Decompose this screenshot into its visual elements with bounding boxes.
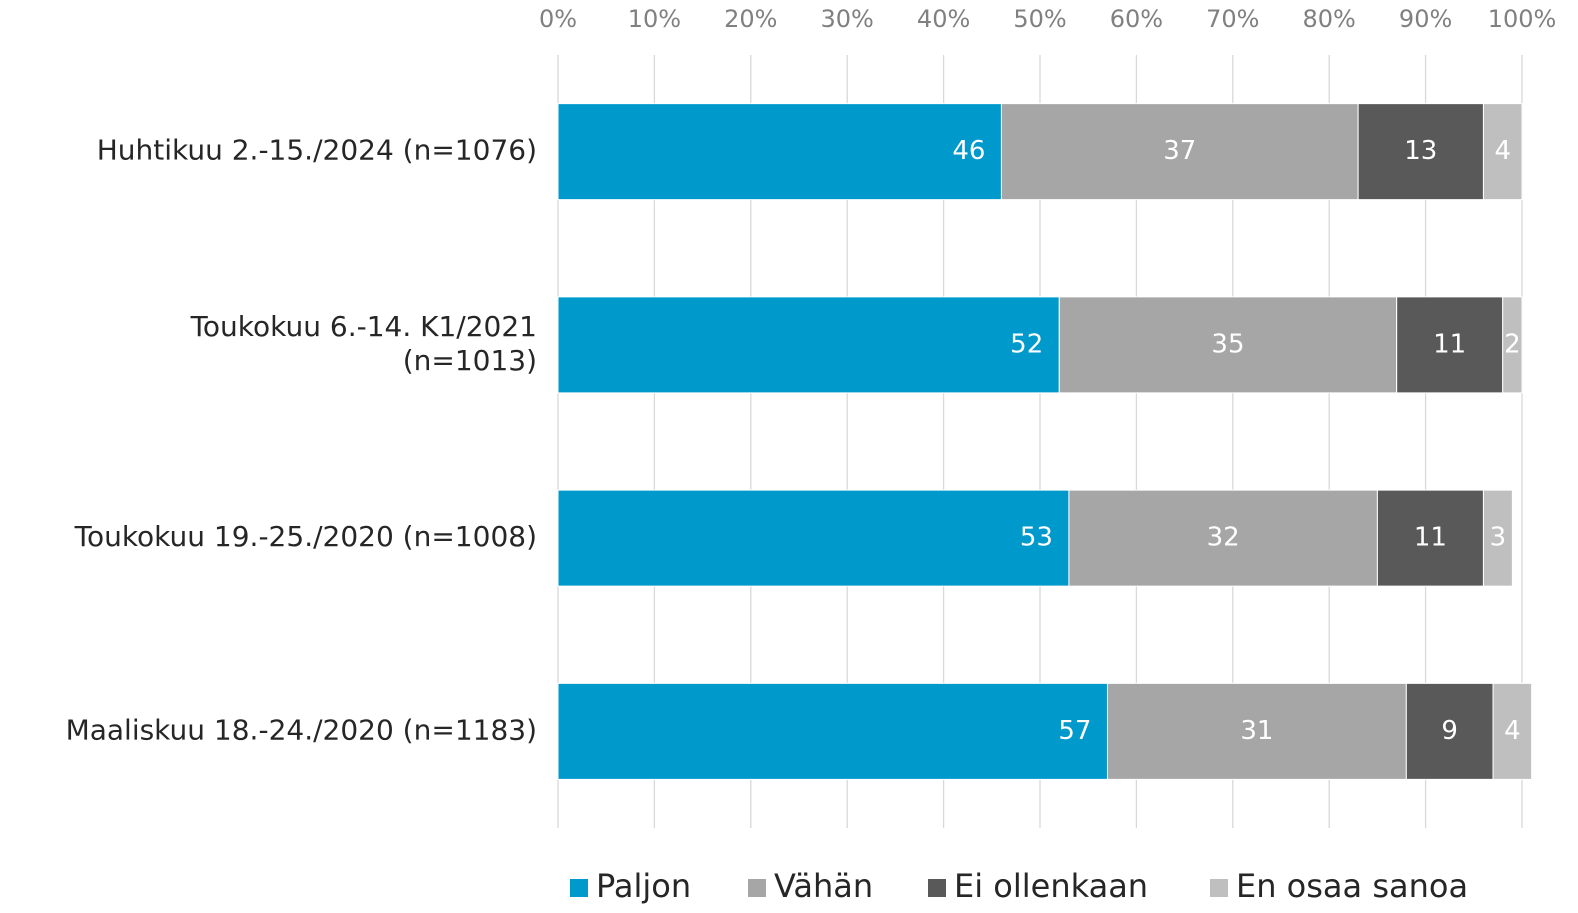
bar-segment [557,103,1002,201]
x-tick-label: 10% [628,5,681,33]
x-tick-label: 90% [1399,5,1452,33]
x-tick-label: 60% [1110,5,1163,33]
data-label: 11 [1433,329,1466,359]
y-tick-label: Maaliskuu 18.-24./2020 (n=1183) [66,713,537,746]
x-tick-label: 0% [539,5,577,33]
bar-segment [1357,103,1484,201]
legend-swatch [928,879,946,897]
x-tick-label: 50% [1013,5,1066,33]
data-label: 46 [952,136,985,166]
data-label: 3 [1490,523,1507,553]
legend-swatch [748,879,766,897]
legend-label: Vähän [774,867,873,905]
data-label: 31 [1240,716,1273,746]
bar-segment [1058,296,1398,394]
data-label: 4 [1494,136,1511,166]
bar-segment [1492,682,1533,780]
data-label: 52 [1010,329,1043,359]
bar-segment [557,682,1108,780]
y-tick-label: Toukokuu 19.-25./2020 (n=1008) [74,520,537,553]
x-tick-label: 40% [917,5,970,33]
bar-segment [1405,682,1494,780]
x-tick-label: 80% [1303,5,1356,33]
bar-segment [1396,296,1504,394]
legend-swatch [1210,879,1228,897]
bar-segment [1000,103,1359,201]
data-label: 2 [1504,329,1521,359]
data-label: 35 [1211,329,1244,359]
bar-segment [1482,103,1523,201]
bar-segment [1068,489,1378,587]
data-label: 37 [1163,136,1196,166]
x-tick-label: 20% [724,5,777,33]
x-tick-label: 100% [1488,5,1557,33]
legend-swatch [570,879,588,897]
bar-segment [557,489,1070,587]
data-label: 53 [1020,523,1053,553]
x-tick-label: 30% [821,5,874,33]
data-label: 11 [1414,523,1447,553]
legend-label: Ei ollenkaan [954,867,1148,905]
legend-label: En osaa sanoa [1236,867,1468,905]
y-tick-label: Huhtikuu 2.-15./2024 (n=1076) [97,134,537,167]
bar-segment [1106,682,1407,780]
bar-segment [1376,489,1484,587]
data-label: 32 [1207,523,1240,553]
y-tick-label: Toukokuu 6.-14. K1/2021 (n=1013) [190,310,537,377]
data-label: 13 [1404,136,1437,166]
data-label: 57 [1058,716,1091,746]
data-label: 4 [1504,716,1521,746]
x-tick-label: 70% [1206,5,1259,33]
bar-segment [1482,489,1513,587]
data-label: 9 [1441,716,1458,746]
bar-segment [1502,296,1523,394]
legend-label: Paljon [596,867,691,905]
bar-segment [557,296,1060,394]
